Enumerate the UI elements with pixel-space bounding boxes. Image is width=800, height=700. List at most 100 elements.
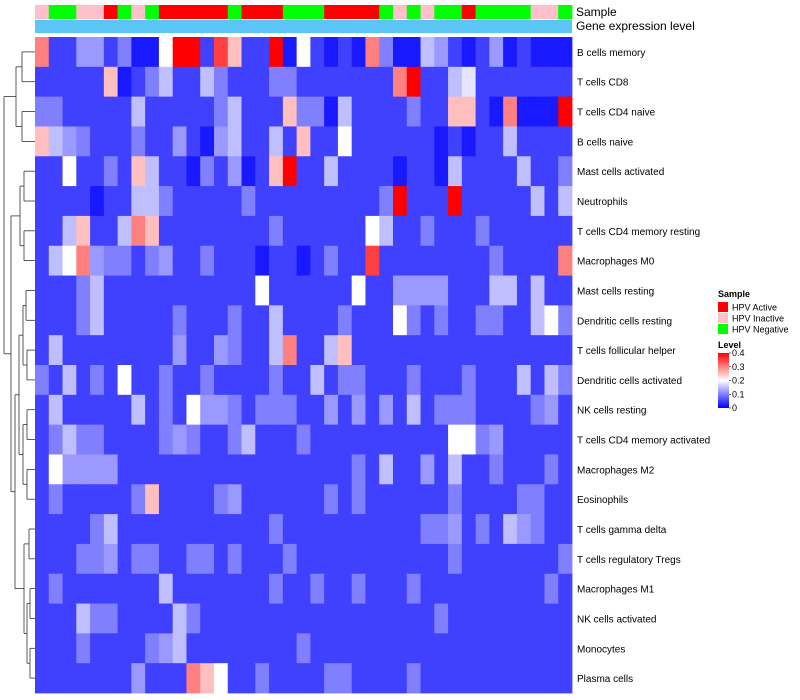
heatmap-cell — [516, 335, 532, 366]
heatmap-cell — [475, 305, 490, 336]
heatmap-cell — [420, 663, 435, 694]
heatmap-cell — [503, 394, 518, 426]
heatmap-cell — [186, 275, 201, 306]
heatmap-cell — [475, 96, 490, 127]
heatmap-cell — [131, 215, 146, 247]
heatmap-cell — [475, 215, 490, 247]
sample-annotation-cell — [200, 5, 215, 19]
heatmap-cell — [434, 573, 449, 604]
heatmap-cell — [475, 543, 490, 575]
row-label: B cells naive — [577, 137, 634, 148]
heatmap-cell — [131, 454, 146, 485]
heatmap-cell — [296, 663, 311, 694]
heatmap-cell — [434, 514, 449, 545]
heatmap-cell — [90, 66, 105, 98]
heatmap-cell — [337, 603, 353, 634]
heatmap-cell — [145, 126, 160, 157]
row-label: Macrophages M1 — [577, 585, 655, 596]
heatmap-cell — [351, 394, 366, 426]
heatmap-cell — [337, 96, 353, 127]
heatmap-cell — [393, 37, 408, 68]
heatmap-cell — [241, 156, 256, 187]
heatmap-cell — [62, 484, 77, 515]
heatmap-cell — [282, 573, 298, 604]
heatmap-cell — [351, 186, 366, 217]
heatmap-cell — [269, 305, 284, 336]
heatmap-cell — [103, 37, 119, 68]
heatmap-cell — [365, 484, 380, 515]
heatmap-cell — [296, 335, 311, 366]
heatmap-cell — [282, 156, 298, 187]
heatmap-cell — [351, 454, 366, 485]
heatmap-cell — [76, 573, 91, 604]
heatmap-cell — [503, 514, 518, 545]
heatmap-cell — [227, 663, 242, 694]
heatmap-cell — [393, 633, 408, 664]
heatmap-cell — [310, 215, 325, 247]
column-annotation-bars — [35, 5, 573, 33]
heatmap-cell — [35, 37, 50, 68]
heatmap-cell — [434, 335, 449, 366]
heatmap-cell — [489, 156, 504, 187]
heatmap-cell — [103, 96, 119, 127]
heatmap-cell — [516, 66, 532, 98]
heatmap-cell — [186, 543, 201, 575]
heatmap-cell — [48, 633, 63, 664]
row-label: T cells CD4 memory activated — [577, 436, 710, 447]
heatmap-cell — [145, 305, 160, 336]
heatmap-cell — [337, 66, 353, 98]
heatmap-cell — [186, 663, 201, 694]
heatmap-cell — [90, 365, 105, 396]
heatmap-cell — [475, 454, 490, 485]
heatmap-cell — [227, 305, 242, 336]
heatmap-cell — [117, 96, 132, 127]
heatmap-cell — [434, 543, 449, 575]
heatmap-cell — [489, 573, 504, 604]
heatmap-cell — [420, 484, 435, 515]
heatmap-cell — [186, 96, 201, 127]
row-label: Mast cells activated — [577, 167, 664, 178]
heatmap-cell — [172, 633, 187, 664]
heatmap-cell — [35, 275, 50, 306]
heatmap-cell — [379, 215, 394, 247]
heatmap-cell — [461, 305, 477, 336]
heatmap-cell — [158, 215, 174, 247]
heatmap-cell — [324, 275, 339, 306]
heatmap-cell — [200, 543, 215, 575]
heatmap-cell — [461, 573, 477, 604]
heatmap-cell — [269, 365, 284, 396]
heatmap-cell — [269, 245, 284, 276]
heatmap-cell — [337, 305, 353, 336]
heatmap-cell — [117, 66, 132, 98]
heatmap-cell — [420, 245, 435, 276]
heatmap-cell — [420, 543, 435, 575]
heatmap-cell — [214, 186, 229, 217]
sample-annotation-cell — [241, 5, 256, 19]
heatmap-cell — [516, 305, 532, 336]
heatmap-cell — [48, 275, 63, 306]
heatmap-cell — [269, 275, 284, 306]
heatmap-cell — [448, 573, 463, 604]
heatmap-cell — [186, 66, 201, 98]
heatmap-cell — [406, 633, 421, 664]
heatmap-cell — [489, 514, 504, 545]
heatmap-cell — [200, 394, 215, 426]
heatmap-cell — [296, 126, 311, 157]
sample-annotation-cell — [145, 5, 160, 19]
heatmap-cell — [48, 245, 63, 276]
heatmap-cell — [48, 126, 63, 157]
sample-annotation-cell — [158, 5, 174, 19]
heatmap-cell — [76, 156, 91, 187]
heatmap-cell — [406, 335, 421, 366]
heatmap-cell — [516, 603, 532, 634]
heatmap-cell — [241, 66, 256, 98]
heatmap-cell — [461, 394, 477, 426]
heatmap-cell — [214, 156, 229, 187]
heatmap-cell — [35, 603, 50, 634]
heatmap-cell — [200, 305, 215, 336]
heatmap-cell — [475, 633, 490, 664]
heatmap-cell — [62, 215, 77, 247]
heatmap-cell — [544, 156, 559, 187]
heatmap-cell — [544, 305, 559, 336]
heatmap-cell — [76, 454, 91, 485]
